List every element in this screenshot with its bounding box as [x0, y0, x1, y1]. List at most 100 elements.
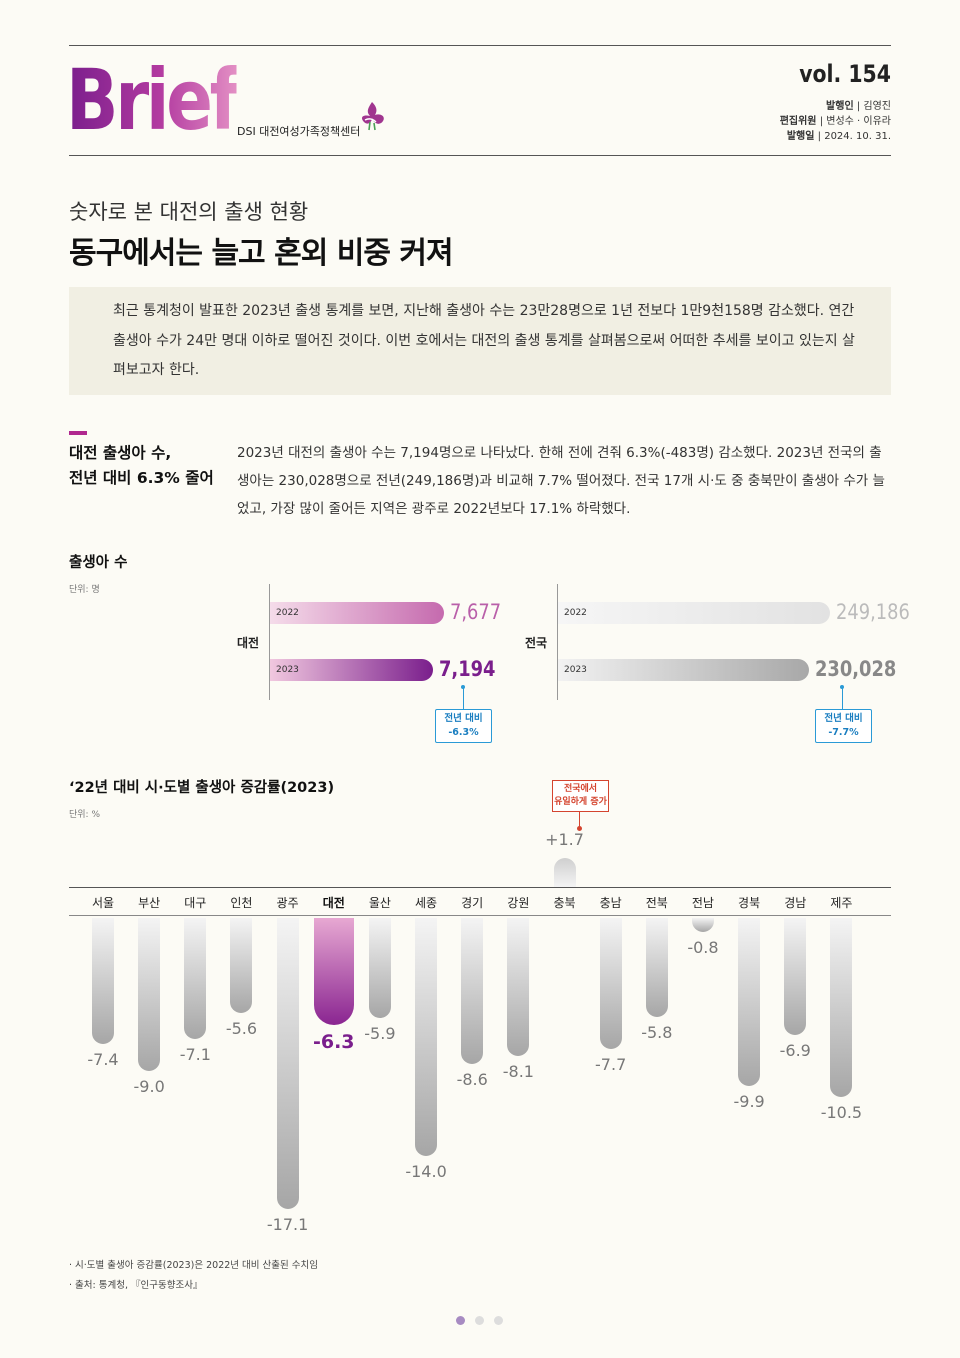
footnote-2: · 출처: 통계청, 『인구동향조사』: [69, 1280, 203, 1291]
value-label: -8.1: [502, 1061, 534, 1081]
bar: [784, 918, 807, 1036]
daejeon-value-2023: 7,194: [439, 657, 496, 681]
value-label: -7.1: [179, 1044, 211, 1064]
category-label: 서울: [91, 896, 115, 910]
date-line: 발행일 | 2024. 10. 31.: [786, 131, 891, 142]
bar: [507, 918, 530, 1056]
births-chart-title: 출생아 수: [69, 555, 128, 571]
category-label: 대구: [184, 896, 207, 910]
bar: [276, 918, 299, 1209]
daejeon-callout-dot: [461, 685, 465, 689]
editors-line: 편집위원 | 변성수 · 이유라: [779, 116, 891, 127]
national-label: 전국: [525, 636, 548, 650]
category-label: 울산: [368, 896, 391, 910]
article-title: 동구에서는 늘고 혼외 비중 커져: [69, 236, 454, 271]
page-dot-1[interactable]: [456, 1316, 465, 1325]
page-dot-2[interactable]: [475, 1316, 484, 1325]
daejeon-label: 대전: [237, 636, 260, 650]
increase-annotation-line: [579, 812, 580, 828]
org-name: DSI 대전여성가족정책센터: [237, 125, 361, 138]
value-label: -5.6: [225, 1019, 258, 1039]
bar: [599, 918, 622, 1049]
national-axis: [557, 584, 558, 700]
bar: [230, 918, 253, 1014]
bar: [553, 858, 576, 887]
header-bottom-rule: [69, 155, 891, 156]
daejeon-value-2022: 7,677: [450, 600, 502, 624]
value-label: -5.9: [364, 1024, 396, 1044]
national-year-2023: 2023: [564, 665, 587, 675]
value-label: -9.0: [133, 1077, 165, 1096]
bar: [691, 918, 714, 932]
value-label: -6.3: [312, 1031, 355, 1054]
category-label: 광주: [276, 896, 299, 910]
bar: [415, 918, 438, 1156]
volume-number: vol. 154: [799, 60, 891, 88]
category-label: 부산: [138, 896, 161, 910]
bar: [92, 918, 114, 1044]
category-label: 강원: [507, 896, 530, 910]
category-label: 제주: [830, 896, 853, 910]
top-rule: [69, 45, 891, 46]
value-label: -14.0: [405, 1162, 447, 1181]
value-label: -17.1: [266, 1214, 309, 1234]
category-label: 경북: [738, 896, 761, 910]
regional-chart-title: ‘22년 대비 시·도별 출생아 증감률(2023): [69, 780, 335, 796]
national-callout-dot: [840, 685, 844, 689]
bar: [313, 918, 354, 1026]
value-label: -10.5: [820, 1102, 863, 1122]
bar: [830, 918, 853, 1097]
value-label: -9.9: [733, 1092, 765, 1112]
daejeon-axis: [269, 584, 270, 700]
category-label: 경기: [461, 896, 484, 910]
section-body: 2023년 대전의 출생아 수는 7,194명으로 나타났다. 한해 전에 견줘…: [237, 445, 885, 517]
national-bar-2022: [558, 602, 830, 624]
category-label: 인천: [230, 896, 253, 910]
category-label: 충남: [599, 896, 622, 910]
daejeon-bar-2023: [270, 659, 434, 681]
regional-baseline: [69, 887, 891, 888]
bar: [461, 918, 484, 1065]
flower-logo-icon: [362, 102, 384, 131]
births-chart-unit: 단위: 명: [69, 585, 100, 595]
section-heading: 대전 출생아 수, 전년 대비 6.3% 줄어: [69, 444, 214, 487]
brief-logo: Brief: [66, 51, 240, 149]
daejeon-change-callout: 전년 대비 -6.3%: [435, 709, 492, 743]
summary-box: 최근 통계청이 발표한 2023년 출생 통계를 보면, 지난해 출생아 수는 …: [69, 287, 891, 395]
national-year-2022: 2022: [564, 608, 587, 618]
daejeon-year-2022: 2022: [276, 608, 299, 618]
daejeon-callout-line: [463, 688, 464, 710]
increase-annotation-dot: [577, 826, 582, 831]
daejeon-bar-2022: [270, 602, 444, 624]
article-subtitle: 숫자로 본 대전의 출생 현황: [69, 200, 309, 224]
value-label: -7.7: [595, 1054, 627, 1074]
national-bar-2023: [558, 659, 810, 681]
footnote-1: · 시·도별 출생아 증감률(2023)은 2022년 대비 산출된 수치임: [69, 1260, 319, 1271]
value-label: -8.6: [456, 1070, 488, 1090]
bar: [645, 918, 668, 1017]
national-change-callout: 전년 대비 -7.7%: [815, 709, 872, 743]
bar: [138, 918, 161, 1071]
category-label: 경남: [784, 896, 807, 910]
regional-chart-unit: 단위: %: [69, 810, 101, 820]
value-label: -6.9: [779, 1041, 811, 1061]
page-dot-3[interactable]: [494, 1316, 503, 1325]
regional-label-rule: [69, 915, 891, 916]
category-label: 전남: [691, 896, 714, 910]
value-label: -7.4: [87, 1049, 119, 1069]
bar: [184, 918, 207, 1039]
category-label: 전북: [645, 896, 668, 910]
increase-annotation: 전국에서 유일하게 증가: [552, 780, 609, 812]
national-callout-line: [842, 688, 843, 710]
category-label: 세종: [415, 896, 438, 910]
publisher-line: 발행인 | 김영진: [826, 101, 891, 112]
value-label: -0.8: [687, 937, 719, 957]
value-label: -5.8: [641, 1022, 673, 1042]
daejeon-year-2023: 2023: [276, 665, 299, 675]
bar: [368, 918, 391, 1019]
value-label: +1.7: [545, 830, 584, 850]
bar: [738, 918, 761, 1087]
section-marker: [69, 431, 87, 435]
summary-text: 최근 통계청이 발표한 2023년 출생 통계를 보면, 지난해 출생아 수는 …: [113, 303, 855, 378]
national-value-2023: 230,028: [815, 657, 897, 681]
